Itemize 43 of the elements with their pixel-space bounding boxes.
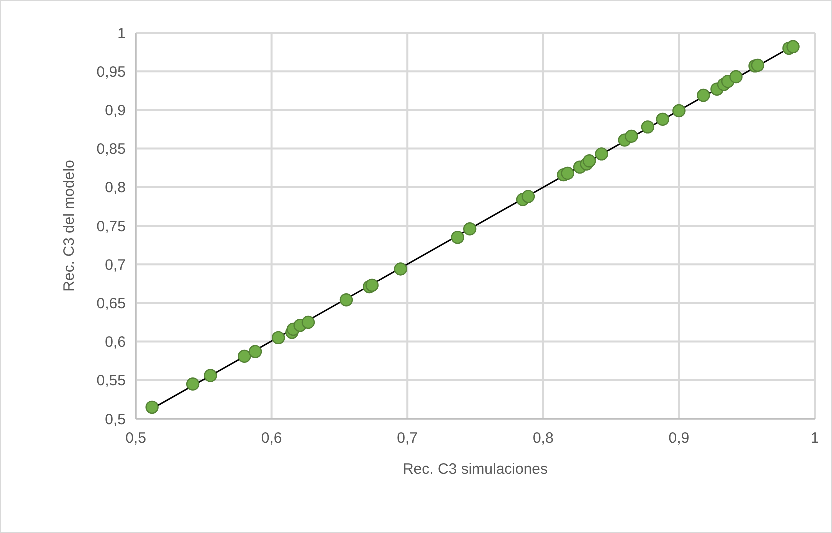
- point: [656, 112, 670, 126]
- point: [697, 88, 710, 102]
- y-tick-label: 0,7: [105, 256, 126, 274]
- x-tick-label: 0,6: [261, 430, 282, 447]
- point: [394, 262, 408, 276]
- point: [672, 104, 686, 118]
- x-axis-title: Rec. C3 simulaciones: [402, 461, 548, 478]
- point: [522, 190, 536, 204]
- point: [786, 40, 800, 54]
- x-tick-label: 1: [810, 430, 820, 447]
- point: [625, 130, 638, 144]
- y-tick-label: 1: [118, 25, 126, 42]
- point: [641, 120, 655, 134]
- y-tick-label: 0,95: [96, 64, 126, 81]
- point: [582, 154, 596, 168]
- y-tick-label: 0,9: [105, 102, 126, 120]
- y-tick-label: 0,5: [105, 411, 126, 428]
- y-tick-label: 0,6: [105, 334, 126, 352]
- y-tick-label: 0,65: [96, 295, 126, 312]
- point: [463, 222, 477, 236]
- point: [451, 230, 464, 244]
- x-tick-label: 0,9: [668, 430, 690, 447]
- point: [302, 316, 316, 330]
- point: [272, 331, 286, 345]
- point: [248, 345, 262, 358]
- y-axis-title: Rec. C3 del modelo: [61, 160, 78, 292]
- point: [730, 70, 743, 84]
- y-tick-label: 0,8: [105, 180, 126, 197]
- point: [204, 369, 218, 382]
- point: [238, 350, 252, 364]
- y-tick-label: 0,55: [96, 372, 126, 390]
- x-tick-label: 0,8: [532, 430, 554, 447]
- point: [186, 378, 200, 391]
- point: [146, 400, 159, 414]
- x-tick-label: 0,7: [397, 430, 418, 447]
- point: [561, 166, 574, 180]
- point: [595, 148, 608, 161]
- point: [340, 294, 354, 307]
- y-tick-label: 0,75: [96, 218, 126, 236]
- point: [366, 278, 379, 292]
- x-tick-label: 0,5: [126, 430, 146, 447]
- point: [751, 58, 765, 72]
- y-tick-label: 0,85: [96, 141, 126, 158]
